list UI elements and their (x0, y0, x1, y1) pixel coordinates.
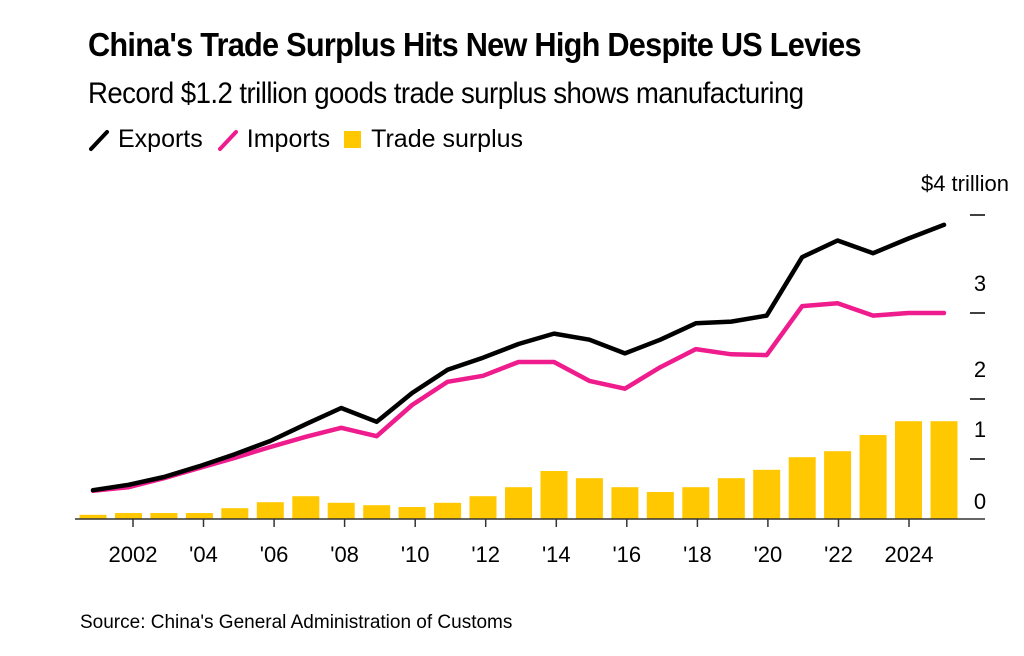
imports-line (90, 300, 947, 494)
legend-label-trade-surplus: Trade surplus (371, 125, 524, 153)
surplus-bar-2005 (221, 508, 249, 519)
x-tick-label-2016: '16 (612, 542, 641, 567)
chart-title: China's Trade Surplus Hits New High Desp… (88, 26, 862, 63)
y-tick-label-4: $4 trillion (921, 171, 1009, 196)
source-note: Source: China's General Administration o… (80, 612, 513, 633)
x-tick-label-2024: 2024 (885, 542, 934, 567)
x-tick-label-2004: '04 (189, 542, 218, 567)
surplus-bar-2022 (824, 451, 852, 519)
x-axis: 2002 '04 '06 '08 '10 '12 '14 '16 '18 '20 '22 2024 (75, 518, 985, 567)
surplus-bar-2007 (292, 496, 320, 519)
surplus-bar-2001 (79, 514, 107, 519)
surplus-bar-2011 (434, 502, 462, 519)
surplus-bar-2012 (469, 496, 497, 519)
x-tick-label-2002: 2002 (109, 542, 158, 567)
surplus-bar-2013 (505, 487, 532, 519)
y-tick-label-2: 2 (974, 357, 986, 382)
surplus-bar-2010 (398, 507, 426, 519)
surplus-bar-2002 (115, 513, 142, 519)
exports-line (90, 222, 947, 493)
x-tick-label-2008: '08 (330, 542, 359, 567)
legend-item-imports: Imports (217, 125, 330, 154)
x-tick-label-2010: '10 (401, 542, 430, 567)
x-tick-label-2020: '20 (754, 542, 783, 567)
surplus-bar-2009 (363, 505, 391, 519)
surplus-bar-2021 (788, 457, 816, 519)
surplus-bar-2024 (895, 421, 922, 519)
surplus-bar-2004 (185, 513, 213, 519)
legend-label-imports: Imports (246, 125, 331, 153)
legend-item-exports: Exports (88, 125, 203, 154)
surplus-bar-2016 (611, 487, 639, 519)
surplus-bar-2015 (575, 478, 603, 519)
x-tick-label-2022: '22 (824, 542, 853, 567)
y-tick-label-3: 3 (974, 271, 986, 296)
y-tick-label-0: 0 (974, 489, 986, 514)
legend-box-swatch-trade-surplus (344, 131, 362, 148)
surplus-bar-2003 (150, 513, 178, 519)
legend-item-trade-surplus: Trade surplus (344, 125, 523, 154)
legend-label-exports: Exports (118, 125, 203, 153)
surplus-bar-2017 (646, 492, 674, 519)
legend-line-swatch-exports (89, 129, 109, 151)
x-tick-label-2012: '12 (471, 542, 500, 567)
surplus-bar-2006 (256, 502, 284, 519)
x-tick-label-2018: '18 (683, 542, 712, 567)
trade-lines (90, 222, 947, 494)
x-tick-label-2006: '06 (260, 542, 289, 567)
surplus-bar-2023 (859, 435, 887, 519)
surplus-bar-2025 (930, 421, 958, 519)
y-axis: 0 1 2 3 $4 trillion (921, 171, 1009, 514)
surplus-bar-2020 (753, 469, 781, 519)
y-tick-label-1: 1 (974, 417, 986, 442)
legend: Exports Imports Trade surplus (88, 125, 537, 154)
surplus-bar-2019 (717, 478, 745, 519)
chart-subtitle: Record $1.2 trillion goods trade surplus… (88, 77, 804, 110)
x-tick-label-2014: '14 (542, 542, 571, 567)
legend-line-swatch-imports (217, 129, 238, 151)
surplus-bar-2008 (327, 502, 355, 519)
surplus-bar-2014 (540, 471, 568, 519)
imports-swatch-stroke (217, 129, 238, 151)
exports-swatch-stroke (89, 129, 109, 151)
surplus-bar-2018 (682, 487, 710, 519)
surplus-bars (79, 421, 958, 519)
